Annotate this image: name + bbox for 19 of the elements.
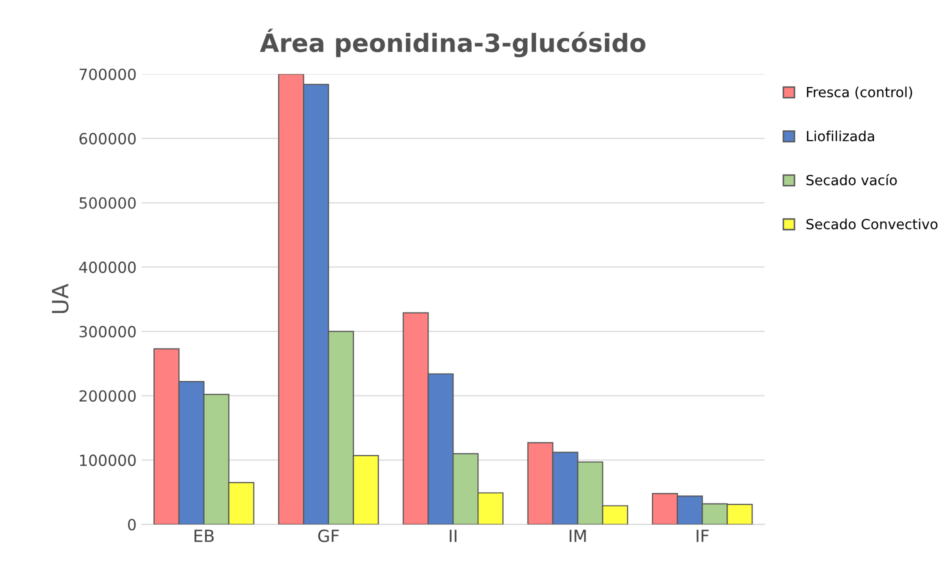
y-tick-label: 600000	[79, 132, 136, 144]
x-tick-label: GF	[318, 530, 339, 542]
chart-title: Área peonidina-3-glucósido	[260, 28, 646, 58]
y-tick-label: 100000	[80, 454, 136, 466]
y-axis-title: UA	[52, 284, 69, 314]
y-tick-label: 500000	[80, 197, 136, 209]
legend-label: Liofilizada	[806, 130, 874, 142]
x-tick-label: IM	[570, 530, 586, 542]
y-tick-label: 0	[128, 518, 136, 530]
y-tick-label: 200000	[80, 390, 136, 402]
y-tick-label: 400000	[79, 262, 136, 274]
legend-label: Fresca (control)	[806, 86, 912, 99]
legend-label: Secado vacío	[806, 174, 897, 186]
y-tick-label: 700000	[80, 68, 136, 80]
x-tick-label: EB	[194, 530, 214, 542]
y-tick-label: 300000	[80, 326, 136, 338]
x-tick-label: IF	[696, 530, 709, 542]
legend-label: Secado Convectivo	[806, 218, 938, 230]
x-tick-label: II	[450, 530, 456, 542]
